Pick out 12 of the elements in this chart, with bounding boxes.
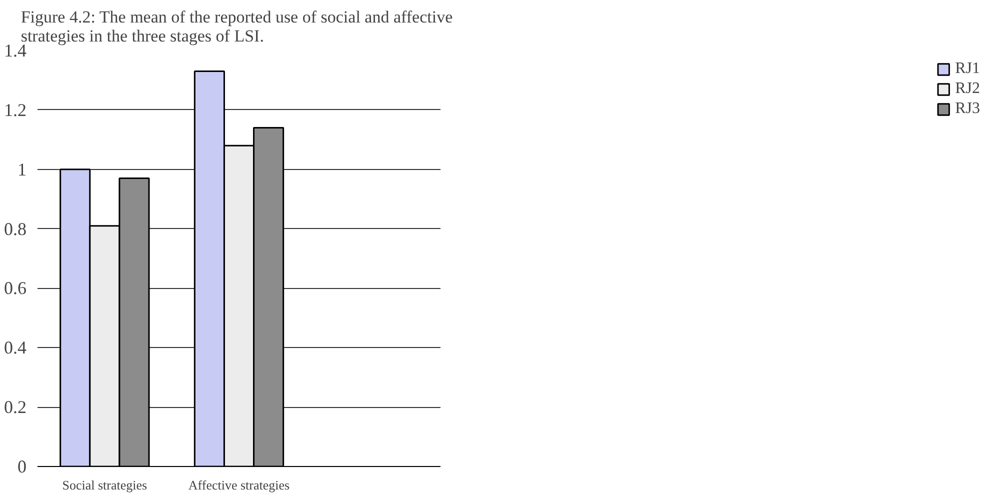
y-tick-label: 0.2 bbox=[4, 397, 26, 418]
y-tick-label: 0.6 bbox=[4, 278, 26, 298]
y-tick-label: 0.4 bbox=[4, 338, 26, 358]
y-tick-label: 0.8 bbox=[4, 218, 26, 239]
y-tick-label: 1.2 bbox=[4, 100, 26, 120]
legend-label: RJ3 bbox=[955, 100, 980, 118]
y-tick-label: 1 bbox=[18, 159, 26, 180]
legend-label: RJ2 bbox=[955, 80, 980, 98]
x-tick-label: Affective strategies bbox=[188, 478, 290, 492]
x-tick-label: Social strategies bbox=[62, 478, 148, 492]
y-tick-label: 0 bbox=[18, 456, 26, 476]
legend-label: RJ1 bbox=[955, 60, 980, 78]
